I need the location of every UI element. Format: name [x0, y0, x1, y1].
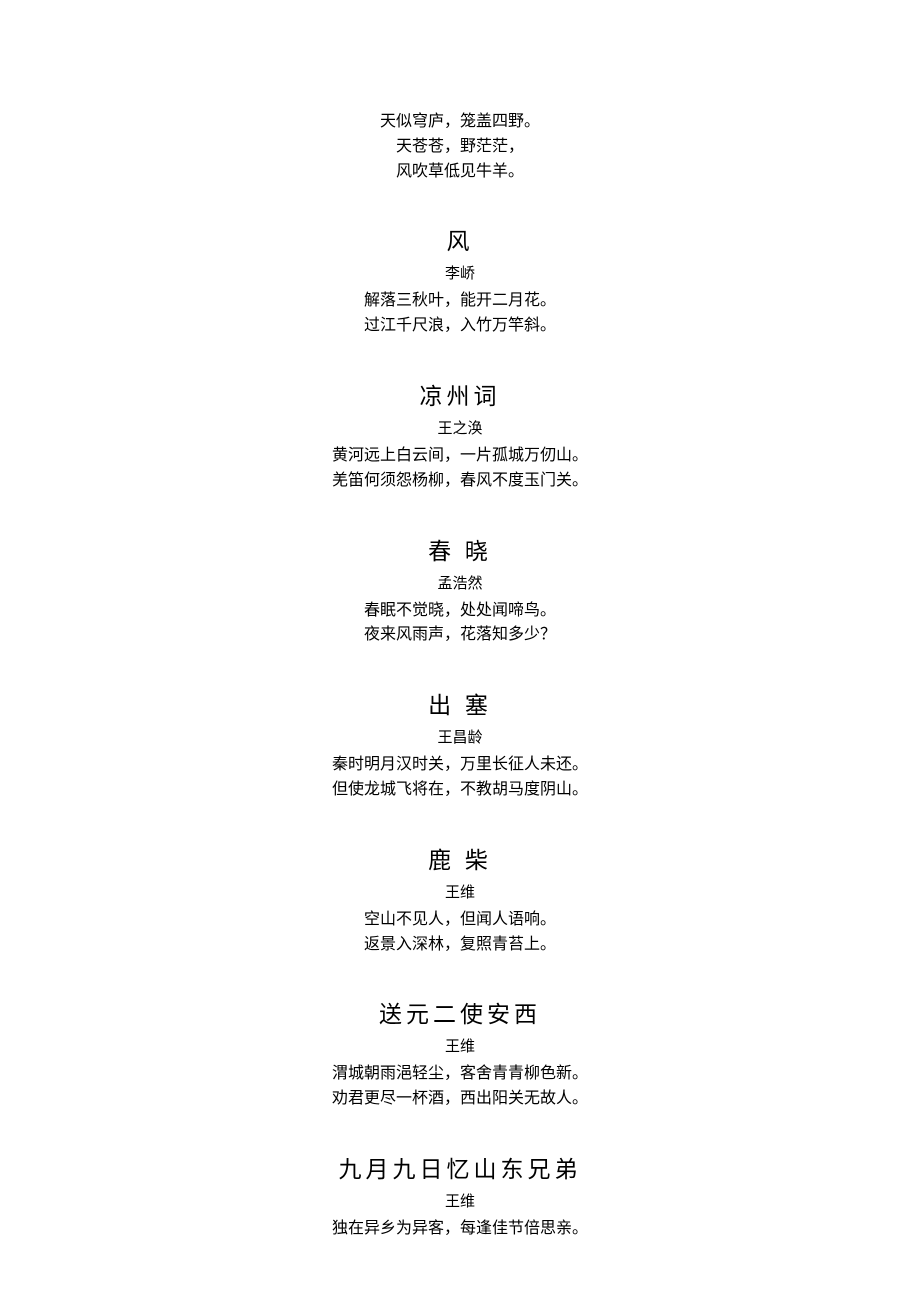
- poem-title: 凉州词: [0, 377, 920, 411]
- intro-line: 天似穹庐，笼盖四野。: [0, 110, 920, 135]
- poem-author: 孟浩然: [0, 572, 920, 593]
- poem-block: 出 塞 王昌龄 秦时明月汉时关，万里长征人未还。 但使龙城飞将在，不教胡马度阴山…: [0, 686, 920, 803]
- poem-line: 夜来风雨声，花落知多少？: [0, 623, 920, 648]
- poem-block: 鹿 柴 王维 空山不见人，但闻人语响。 返景入深林，复照青苔上。: [0, 841, 920, 958]
- poem-block: 九月九日忆山东兄弟 王维 独在异乡为异客，每逢佳节倍思亲。: [0, 1150, 920, 1242]
- poem-title: 风: [0, 222, 920, 256]
- poem-block: 春 晓 孟浩然 春眠不觉晓，处处闻啼鸟。 夜来风雨声，花落知多少？: [0, 532, 920, 649]
- poem-line: 春眠不觉晓，处处闻啼鸟。: [0, 599, 920, 624]
- poem-author: 李峤: [0, 262, 920, 283]
- poem-title: 春 晓: [0, 532, 920, 566]
- poem-block: 送元二使安西 王维 渭城朝雨浥轻尘，客舍青青柳色新。 劝君更尽一杯酒，西出阳关无…: [0, 995, 920, 1112]
- poem-line: 解落三秋叶，能开二月花。: [0, 289, 920, 314]
- poem-author: 王维: [0, 1035, 920, 1056]
- poem-line: 渭城朝雨浥轻尘，客舍青青柳色新。: [0, 1062, 920, 1087]
- poem-block: 凉州词 王之涣 黄河远上白云间，一片孤城万仞山。 羌笛何须怨杨柳，春风不度玉门关…: [0, 377, 920, 494]
- poem-title: 出 塞: [0, 686, 920, 720]
- poem-block: 风 李峤 解落三秋叶，能开二月花。 过江千尺浪，入竹万竿斜。: [0, 222, 920, 339]
- poem-line: 秦时明月汉时关，万里长征人未还。: [0, 753, 920, 778]
- poem-author: 王维: [0, 1190, 920, 1211]
- intro-poem-fragment: 天似穹庐，笼盖四野。 天苍苍，野茫茫， 风吹草低见牛羊。: [0, 110, 920, 184]
- poem-title: 九月九日忆山东兄弟: [0, 1150, 920, 1184]
- poem-line: 独在异乡为异客，每逢佳节倍思亲。: [0, 1217, 920, 1242]
- poem-author: 王昌龄: [0, 726, 920, 747]
- poem-author: 王之涣: [0, 417, 920, 438]
- poem-line: 空山不见人，但闻人语响。: [0, 908, 920, 933]
- poem-line: 羌笛何须怨杨柳，春风不度玉门关。: [0, 469, 920, 494]
- intro-line: 风吹草低见牛羊。: [0, 160, 920, 185]
- poem-line: 过江千尺浪，入竹万竿斜。: [0, 314, 920, 339]
- poem-title: 鹿 柴: [0, 841, 920, 875]
- poem-line: 黄河远上白云间，一片孤城万仞山。: [0, 444, 920, 469]
- poem-line: 返景入深林，复照青苔上。: [0, 933, 920, 958]
- intro-line: 天苍苍，野茫茫，: [0, 135, 920, 160]
- poem-line: 但使龙城飞将在，不教胡马度阴山。: [0, 778, 920, 803]
- poem-title: 送元二使安西: [0, 995, 920, 1029]
- poem-author: 王维: [0, 881, 920, 902]
- poem-line: 劝君更尽一杯酒，西出阳关无故人。: [0, 1087, 920, 1112]
